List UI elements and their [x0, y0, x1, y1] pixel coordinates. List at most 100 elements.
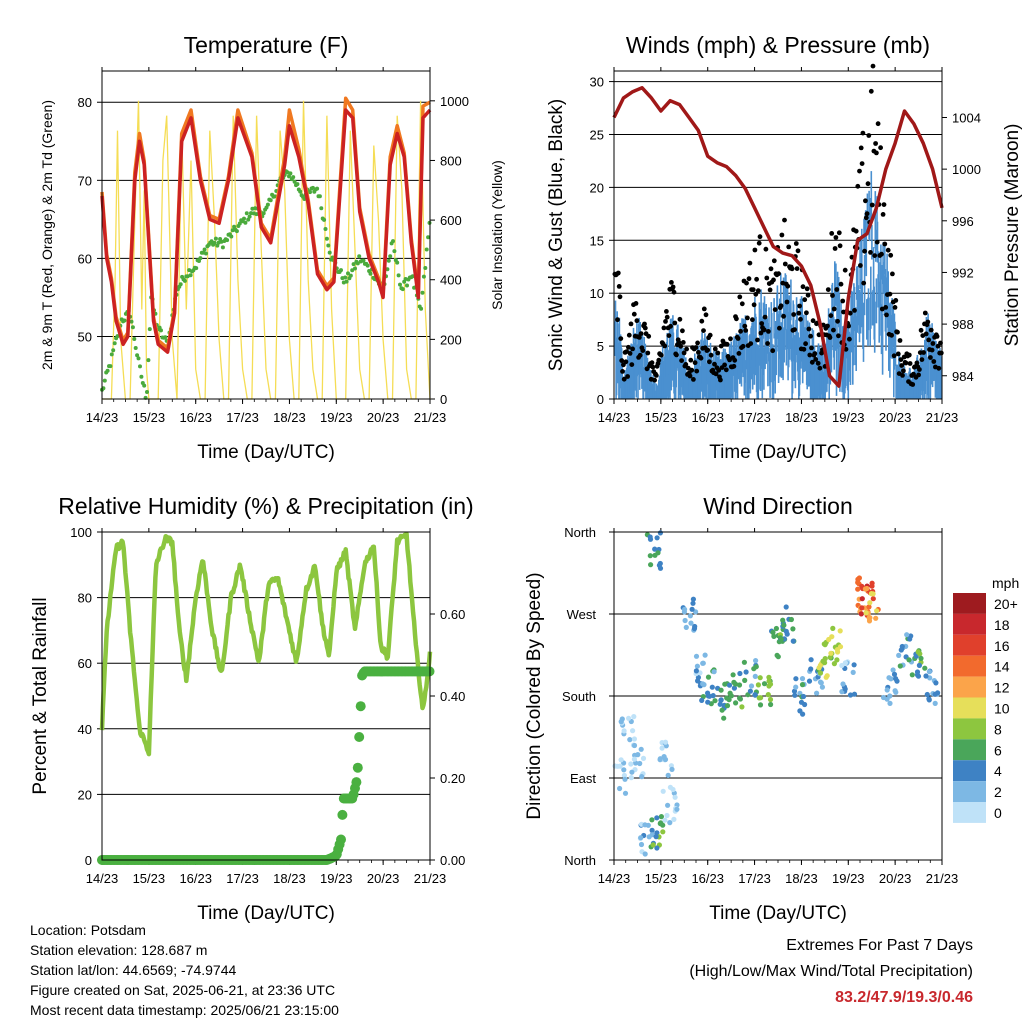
x-axis-label: Time (Day/UTC)	[709, 903, 847, 924]
direction-point	[840, 681, 846, 687]
gust-point	[689, 367, 695, 373]
direction-point	[700, 660, 706, 666]
x-tick-label: 15/23	[133, 410, 166, 425]
gust-point	[910, 382, 916, 387]
direction-point	[771, 633, 777, 640]
gust-point	[737, 294, 743, 300]
gust-point	[795, 248, 801, 254]
gust-point	[863, 215, 869, 221]
gust-point	[889, 332, 894, 338]
x-tick-label: 20/23	[879, 871, 912, 886]
direction-point	[792, 692, 798, 698]
legend-label: 18	[994, 617, 1010, 633]
direction-point	[922, 665, 928, 671]
direction-point	[649, 817, 655, 823]
gust-point	[859, 161, 865, 167]
direction-point	[830, 625, 836, 632]
y-tick-label: 0	[597, 392, 604, 407]
direction-point	[737, 670, 743, 677]
direction-point	[670, 786, 676, 793]
direction-point	[858, 611, 864, 617]
dewpoint-point	[147, 327, 152, 332]
dewpoint-point	[355, 261, 360, 266]
direction-point	[621, 728, 627, 734]
elevation-text: Station elevation: 128.687 m	[30, 942, 208, 958]
dewpoint-point	[361, 258, 366, 263]
direction-point	[649, 832, 655, 838]
direction-point	[717, 701, 723, 707]
gust-point	[831, 306, 837, 312]
y-tick-label: 60	[78, 251, 92, 266]
precip-point	[337, 809, 348, 820]
direction-point	[687, 613, 694, 619]
gust-point	[815, 360, 821, 366]
gust-point	[731, 363, 737, 369]
direction-point	[617, 763, 623, 769]
gust-point	[678, 343, 684, 349]
gust-point	[885, 247, 891, 253]
gust-point	[747, 260, 753, 266]
direction-point	[823, 674, 829, 680]
y-tick-label: 20	[590, 180, 604, 195]
gust-point	[808, 333, 813, 339]
direction-point	[660, 788, 666, 794]
gust-point	[628, 321, 634, 327]
x-tick-label: 17/23	[226, 871, 259, 886]
direction-point	[774, 652, 780, 658]
direction-point	[628, 775, 634, 781]
gust-point	[767, 287, 773, 293]
y-axis-label-right: Solar Insolation (Yellow)	[489, 160, 505, 310]
gust-point	[752, 247, 758, 253]
legend-swatch	[953, 697, 986, 719]
direction-point	[918, 655, 924, 662]
direction-point	[726, 697, 732, 703]
direction-point	[612, 763, 618, 769]
direction-point	[632, 752, 638, 758]
gust-point	[701, 328, 706, 333]
gust-point	[693, 345, 699, 350]
x-tick-label: 15/23	[645, 410, 678, 425]
gust-point	[847, 310, 853, 316]
legend-swatch	[953, 613, 986, 635]
y-right-tick-label: 0.60	[440, 607, 465, 622]
dewpoint-point	[138, 364, 142, 369]
direction-point	[887, 693, 893, 699]
gust-point	[857, 168, 862, 174]
chart-panel-2: Winds (mph) & Pressure (mb) Time (Day/UTC…	[546, 32, 1023, 463]
direction-point	[767, 696, 774, 703]
dewpoint-point	[178, 282, 183, 287]
x-tick-label: 19/23	[832, 871, 865, 886]
dewpoint-point	[204, 251, 208, 256]
direction-point	[884, 687, 890, 693]
direction-point	[926, 669, 933, 675]
direction-point	[690, 596, 697, 602]
dewpoint-point	[398, 282, 402, 287]
direction-point	[737, 695, 743, 701]
2m-temperature-series	[100, 108, 432, 354]
gust-point	[917, 367, 922, 372]
x-tick-label: 18/23	[785, 410, 818, 425]
gust-point	[634, 318, 640, 324]
gust-point	[801, 346, 807, 352]
dewpoint-point	[202, 247, 207, 252]
gust-point	[891, 353, 897, 359]
direction-point	[665, 802, 671, 808]
direction-point	[669, 766, 675, 773]
gust-point	[696, 350, 701, 355]
x-axis-label: Time (Day/UTC)	[197, 903, 335, 924]
chart-title: Temperature (F)	[184, 32, 349, 58]
chart-title: Winds (mph) & Pressure (mb)	[626, 32, 930, 58]
gust-point	[923, 331, 929, 337]
gust-point	[763, 246, 769, 252]
direction-point	[898, 647, 904, 653]
gust-point	[831, 327, 836, 333]
gust-point	[805, 292, 811, 298]
gust-point	[768, 266, 774, 272]
direction-point	[694, 663, 701, 669]
gust-point	[618, 336, 624, 341]
direction-point	[724, 703, 731, 709]
legend-label: 0	[994, 805, 1002, 821]
gust-point	[863, 198, 868, 204]
direction-point	[653, 834, 659, 840]
direction-point	[755, 682, 762, 688]
